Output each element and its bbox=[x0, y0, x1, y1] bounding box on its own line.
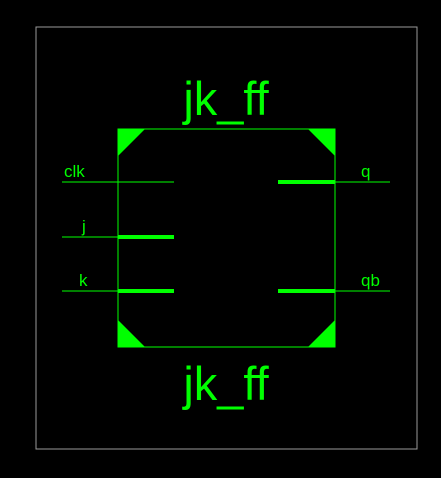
pin-clk-label: clk bbox=[64, 162, 85, 181]
symbol-name-bottom: jk_ff bbox=[181, 357, 269, 410]
corner-marker-bottom-right bbox=[308, 320, 335, 347]
corner-marker-top-right bbox=[308, 129, 335, 156]
outer-frame bbox=[35, 26, 418, 450]
pin-q-label: q bbox=[361, 162, 370, 181]
pin-k-label: k bbox=[79, 271, 88, 290]
corner-marker-top-left bbox=[118, 129, 145, 156]
pin-clk[interactable]: clk bbox=[62, 162, 174, 183]
corner-marker-bottom-left bbox=[118, 320, 145, 347]
symbol-name-top: jk_ff bbox=[181, 72, 269, 125]
pin-j-label: j bbox=[81, 217, 86, 236]
component-body[interactable] bbox=[117, 128, 336, 348]
pin-qb[interactable]: qb bbox=[278, 271, 390, 293]
pin-qb-label: qb bbox=[361, 271, 380, 290]
pin-k[interactable]: k bbox=[62, 271, 174, 293]
pin-j[interactable]: j bbox=[62, 217, 174, 239]
pin-q[interactable]: q bbox=[278, 162, 390, 184]
